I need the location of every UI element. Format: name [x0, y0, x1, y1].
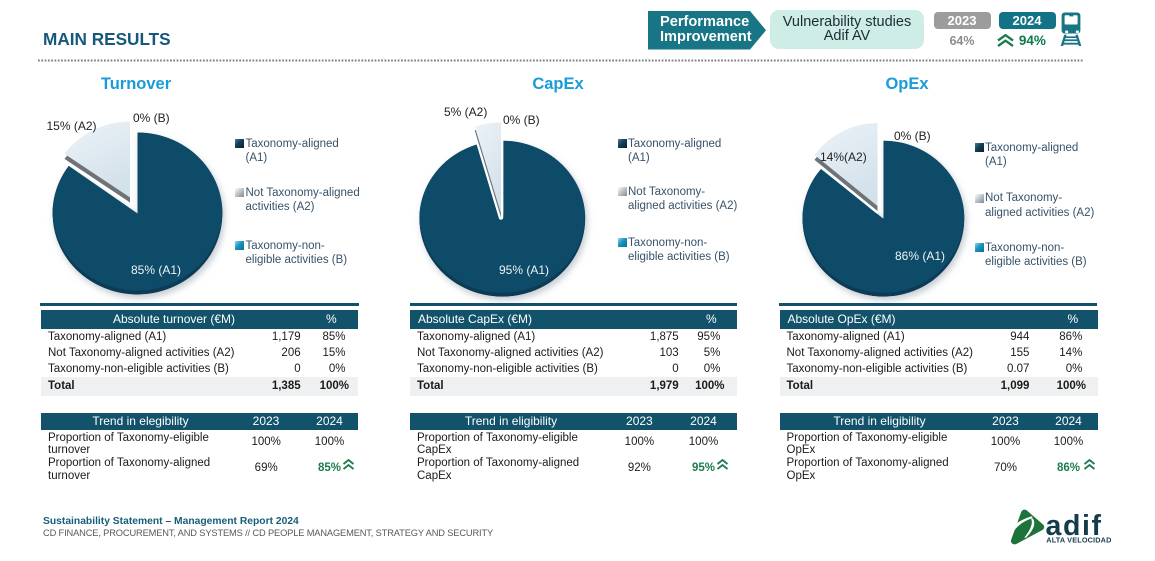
svg-text:adif: adif	[1046, 510, 1103, 542]
svg-text:ALTA VELOCIDAD: ALTA VELOCIDAD	[1046, 536, 1111, 545]
